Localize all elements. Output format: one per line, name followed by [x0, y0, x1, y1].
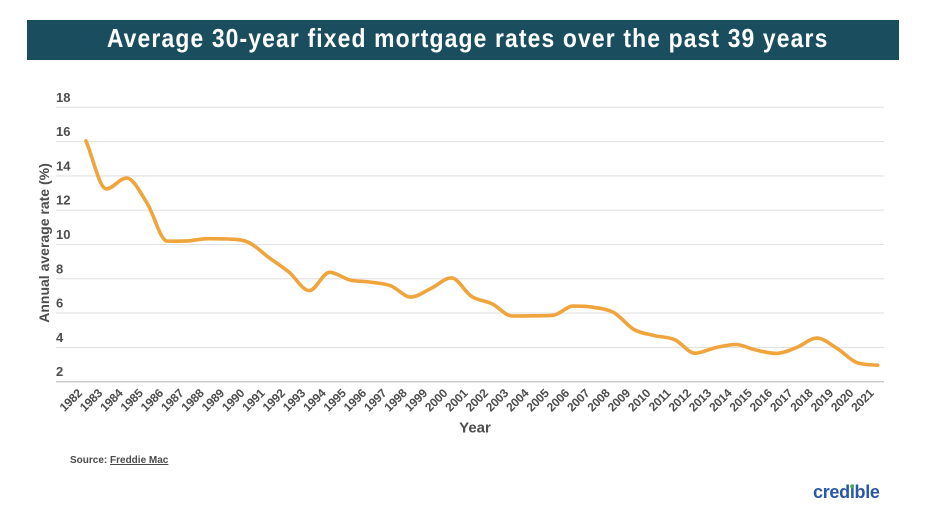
- svg-text:14: 14: [56, 158, 71, 173]
- svg-text:2: 2: [56, 364, 63, 379]
- svg-text:Source: Freddie Mac: Source: Freddie Mac: [70, 455, 169, 466]
- svg-text:2021: 2021: [848, 386, 877, 415]
- svg-text:8: 8: [56, 261, 63, 276]
- svg-text:Year: Year: [459, 420, 491, 437]
- svg-text:16: 16: [56, 124, 70, 139]
- svg-text:4: 4: [56, 330, 64, 345]
- svg-text:12: 12: [56, 193, 70, 208]
- svg-text:6: 6: [56, 296, 63, 311]
- svg-text:Annual average rate (%): Annual average rate (%): [36, 163, 52, 323]
- svg-text:credible: credible: [813, 482, 880, 502]
- svg-text:18: 18: [56, 90, 70, 105]
- svg-text:10: 10: [56, 227, 70, 242]
